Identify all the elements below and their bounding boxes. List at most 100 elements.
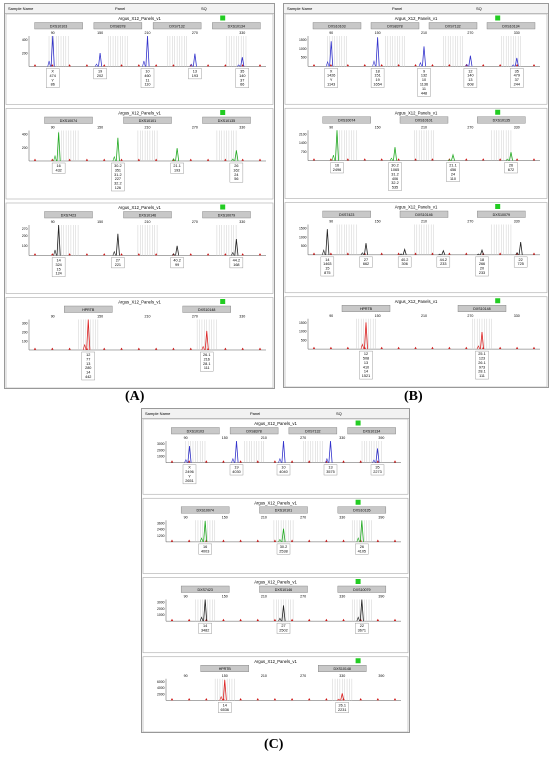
stutter-peak	[337, 698, 341, 701]
size-standard-marker	[154, 64, 158, 67]
allele-call-text: 162	[233, 168, 239, 172]
y-tick-label: 100	[22, 339, 28, 343]
stutter-peak	[112, 155, 116, 162]
stutter-peak	[171, 253, 176, 256]
panel-title: Argus_X12_Panels_v1	[395, 16, 438, 21]
locus-box	[229, 427, 279, 435]
size-standard-marker	[273, 460, 277, 463]
status-flag-icon	[495, 204, 501, 209]
size-standard-marker	[325, 618, 328, 621]
allele-peak	[375, 448, 380, 463]
size-standard-marker	[414, 252, 417, 255]
allele-call-box	[229, 464, 244, 476]
stutter-peak	[399, 253, 403, 256]
stutter-peak	[322, 249, 326, 255]
ruler-tick-label: 210	[261, 515, 267, 519]
allele-call-text: 31.2	[391, 172, 398, 176]
size-standard-marker	[103, 158, 106, 161]
allele-call-box	[46, 68, 60, 88]
allele-call-text: 126	[115, 186, 121, 190]
size-standard-marker	[308, 460, 311, 463]
size-standard-marker	[414, 63, 417, 67]
size-standard-marker	[103, 347, 106, 350]
size-standard-marker	[33, 158, 37, 161]
size-standard-marker	[380, 158, 383, 161]
size-standard-marker	[342, 539, 345, 542]
stutter-peak	[201, 345, 205, 351]
ruler-tick-label: 270	[300, 674, 306, 678]
electropherogram-stack-b: Argus_X12_Panels_v1 DXS10103 DXS8378 DXS713…	[284, 14, 548, 387]
allele-call-text: 4030	[232, 470, 240, 474]
size-standard-marker	[448, 346, 451, 349]
size-standard-marker	[498, 346, 502, 349]
dye-panel-black: Argus_X12_Panels_v1 DXS7423 DXS10146 DXS100…	[284, 202, 548, 294]
size-standard-marker	[393, 697, 397, 701]
dye-panel-blue: Argus_X12_Panels_v1 DXS10103 DXS8378 DXS713…	[5, 14, 274, 105]
size-standard-marker	[154, 158, 158, 161]
column-header: Sample Name Panel SQ	[284, 4, 548, 14]
stutter-peak	[325, 457, 329, 463]
dye-panel-red: Argus_X12_Panels_v1 HPRTB DXS10148 90 150 210…	[5, 297, 274, 388]
allele-call-text: 26	[234, 164, 238, 168]
allele-call-text: 2496	[185, 470, 193, 474]
allele-call-box	[198, 543, 212, 555]
size-standard-marker	[222, 618, 225, 621]
allele-call-box	[359, 256, 373, 268]
size-standard-marker	[273, 697, 277, 701]
size-standard-marker	[85, 253, 89, 256]
size-standard-marker	[414, 158, 417, 161]
locus-label: DXS7132	[305, 429, 320, 433]
size-standard-marker	[359, 460, 362, 463]
size-standard-marker	[312, 252, 316, 255]
size-standard-marker	[515, 158, 519, 161]
allele-call-box	[436, 256, 451, 268]
allele-call-text: 27	[116, 258, 120, 262]
locus-label: DXS10079	[353, 588, 370, 592]
dye-panel-blue: Argus_X12_Panels_v1 DXS10103 DXS8378 DXS713…	[142, 419, 409, 495]
stutter-peak	[372, 59, 376, 67]
size-standard-marker	[258, 158, 262, 161]
locus-label: DXS10134	[502, 24, 519, 28]
locus-label: DXS7423	[339, 213, 354, 217]
allele-call-text: 19	[375, 78, 379, 82]
size-standard-marker	[239, 539, 242, 542]
ruler-tick-label: 330	[339, 595, 345, 599]
allele-call-text: 1654	[373, 83, 381, 87]
size-standard-marker	[68, 158, 71, 161]
ruler-tick-label: 270	[300, 436, 306, 440]
allele-peak	[359, 599, 364, 622]
allele-call-text: 432	[55, 168, 61, 172]
allele-call-text: 86	[51, 83, 55, 87]
allele-call-text: 12	[364, 352, 368, 356]
size-standard-marker	[329, 346, 333, 349]
status-flag-icon	[220, 204, 226, 210]
allele-peak	[175, 148, 180, 162]
allele-call-text: 37	[240, 78, 244, 82]
allele-call-box	[370, 464, 385, 476]
size-standard-marker	[256, 697, 259, 701]
allele-call-box	[235, 68, 250, 88]
allele-call-text: 448	[421, 91, 427, 95]
allele-call-box	[140, 68, 155, 88]
allele-call-text: 28.1	[478, 370, 485, 374]
y-tick-label: 100	[22, 244, 28, 248]
stutter-peak	[356, 616, 360, 622]
allele-call-box	[276, 622, 291, 634]
allele-call-text: 351	[115, 168, 121, 172]
size-standard-marker	[532, 158, 536, 161]
size-standard-marker	[397, 63, 400, 67]
allele-call-text: 19	[98, 69, 102, 73]
stutter-peak	[389, 157, 394, 161]
allele-call-text: 11	[146, 78, 150, 82]
allele-peak	[393, 147, 397, 161]
allele-call-box	[170, 162, 184, 174]
allele-peak	[50, 35, 55, 67]
size-standard-marker	[85, 64, 89, 67]
size-standard-marker	[363, 158, 366, 161]
locus-label: DXS10103	[187, 429, 204, 433]
size-standard-marker	[498, 63, 502, 67]
dye-panel-red: Argus_X12_Panels_v1 HPRTB DXS10148 90 150 210…	[142, 656, 409, 732]
allele-peak	[56, 224, 61, 256]
status-flag-icon	[220, 299, 226, 304]
locus-box	[259, 506, 308, 514]
